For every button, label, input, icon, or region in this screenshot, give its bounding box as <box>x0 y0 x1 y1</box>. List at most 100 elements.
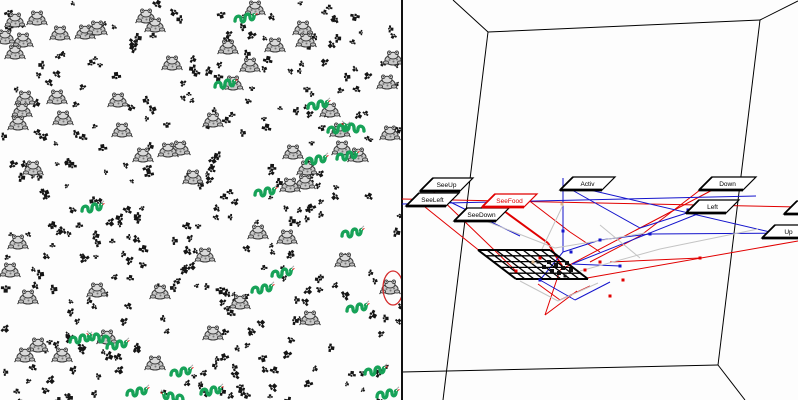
snake-sprite[interactable] <box>169 363 196 378</box>
frog-sprite[interactable] <box>11 32 35 48</box>
bug-sprite <box>319 56 330 68</box>
frog-sprite[interactable] <box>50 347 74 363</box>
bug-sprite <box>293 296 301 304</box>
frog-sprite[interactable] <box>181 169 205 185</box>
synapse-edge <box>519 280 559 302</box>
frog-sprite[interactable] <box>381 50 402 66</box>
frog-sprite[interactable] <box>375 74 399 90</box>
snake-sprite[interactable] <box>340 224 367 239</box>
frog-sprite[interactable] <box>216 39 240 55</box>
bug-sprite <box>309 91 315 98</box>
frog-sprite[interactable] <box>106 92 130 108</box>
bug-sprite <box>260 116 268 122</box>
snake-sprite[interactable] <box>339 119 366 134</box>
bug-sprite <box>95 372 102 381</box>
snake-sprite[interactable] <box>253 183 280 198</box>
neuron-plate-up: Up <box>760 224 798 240</box>
bug-sprite <box>13 85 20 93</box>
bug-sprite <box>348 38 357 46</box>
bug-sprite <box>267 12 276 22</box>
frog-sprite[interactable] <box>278 177 302 193</box>
activity-marker <box>569 268 573 272</box>
bug-sprite <box>109 238 116 244</box>
neuron-plate-seeleft: SeeLeft <box>404 192 461 208</box>
frog-sprite[interactable] <box>110 122 134 138</box>
bug-sprite <box>2 368 9 376</box>
synapse-edge <box>579 248 661 272</box>
world-view-panel[interactable] <box>0 0 401 400</box>
neuron-plate-label: SeeDown <box>467 212 496 219</box>
bug-sprite <box>73 317 81 326</box>
frog-sprite[interactable] <box>193 247 217 263</box>
bug-sprite <box>3 253 12 261</box>
frog-sprite[interactable] <box>281 144 305 160</box>
neuron-plate-label: SeeUp <box>437 182 457 189</box>
frog-sprite[interactable] <box>0 262 22 278</box>
frog-sprite[interactable] <box>25 10 49 26</box>
synapse-edge <box>544 269 561 316</box>
neuron-grid <box>477 249 589 280</box>
bug-sprite <box>49 284 58 295</box>
frog-sprite[interactable] <box>333 252 357 268</box>
bug-sprite <box>134 32 143 44</box>
bug-sprite <box>344 381 350 387</box>
bug-sprite <box>387 25 394 33</box>
frog-sprite[interactable] <box>48 25 72 41</box>
frog-sprite[interactable] <box>0 29 17 45</box>
activity-marker <box>531 260 535 264</box>
bug-sprite <box>204 171 211 178</box>
frog-sprite[interactable] <box>131 147 155 163</box>
snake-sprite[interactable] <box>250 280 277 295</box>
bug-sprite <box>118 315 129 327</box>
frog-sprite[interactable] <box>6 234 30 250</box>
bug-sprite <box>110 273 120 282</box>
frog-sprite[interactable] <box>51 110 75 126</box>
snake-sprite[interactable] <box>363 362 390 377</box>
frog-sprite[interactable] <box>263 37 287 53</box>
frog-sprite[interactable] <box>16 289 40 305</box>
frog-sprite[interactable] <box>201 325 225 341</box>
frog-sprite[interactable] <box>201 112 225 128</box>
snake-sprite[interactable] <box>270 264 297 279</box>
frog-sprite[interactable] <box>143 355 167 371</box>
frog-sprite[interactable] <box>148 284 172 300</box>
synapse-edge <box>571 212 701 265</box>
frog-sprite[interactable] <box>246 224 270 240</box>
snake-sprite[interactable] <box>125 383 152 398</box>
bug-sprite <box>233 344 241 353</box>
frog-sprite[interactable] <box>85 20 109 36</box>
bug-sprite <box>97 62 103 68</box>
bug-sprite <box>226 391 236 400</box>
bug-sprite <box>296 67 302 75</box>
bug-sprite <box>241 243 253 254</box>
frog-sprite[interactable] <box>298 310 322 326</box>
bug-sprite <box>231 363 239 372</box>
frog-sprite[interactable] <box>85 282 109 298</box>
bug-sprite <box>267 381 280 393</box>
bug-sprite <box>211 361 219 370</box>
world-box-edge <box>487 19 761 33</box>
bug-sprite <box>282 204 290 213</box>
bug-sprite <box>221 116 232 124</box>
snake-sprite[interactable] <box>375 385 401 400</box>
frog-sprite[interactable] <box>275 229 299 245</box>
snake-sprite[interactable] <box>345 299 372 314</box>
bug-sprite <box>100 348 107 356</box>
frog-sprite[interactable] <box>160 55 184 71</box>
frog-sprite[interactable] <box>45 89 69 105</box>
bug-sprite <box>207 165 217 174</box>
bug-sprite <box>388 32 398 41</box>
bug-sprite <box>151 0 164 10</box>
bug-sprite <box>176 15 183 24</box>
activity-marker <box>608 294 612 298</box>
synapse-edge <box>571 263 621 267</box>
frog-sprite[interactable] <box>6 115 30 131</box>
snake-sprite[interactable] <box>306 96 333 111</box>
frog-sprite[interactable] <box>238 57 262 73</box>
bug-sprite <box>227 213 233 221</box>
bug-sprite <box>13 388 21 395</box>
bug-sprite <box>86 58 96 67</box>
frog-sprite[interactable] <box>21 160 45 176</box>
synapse-edge <box>526 198 571 233</box>
